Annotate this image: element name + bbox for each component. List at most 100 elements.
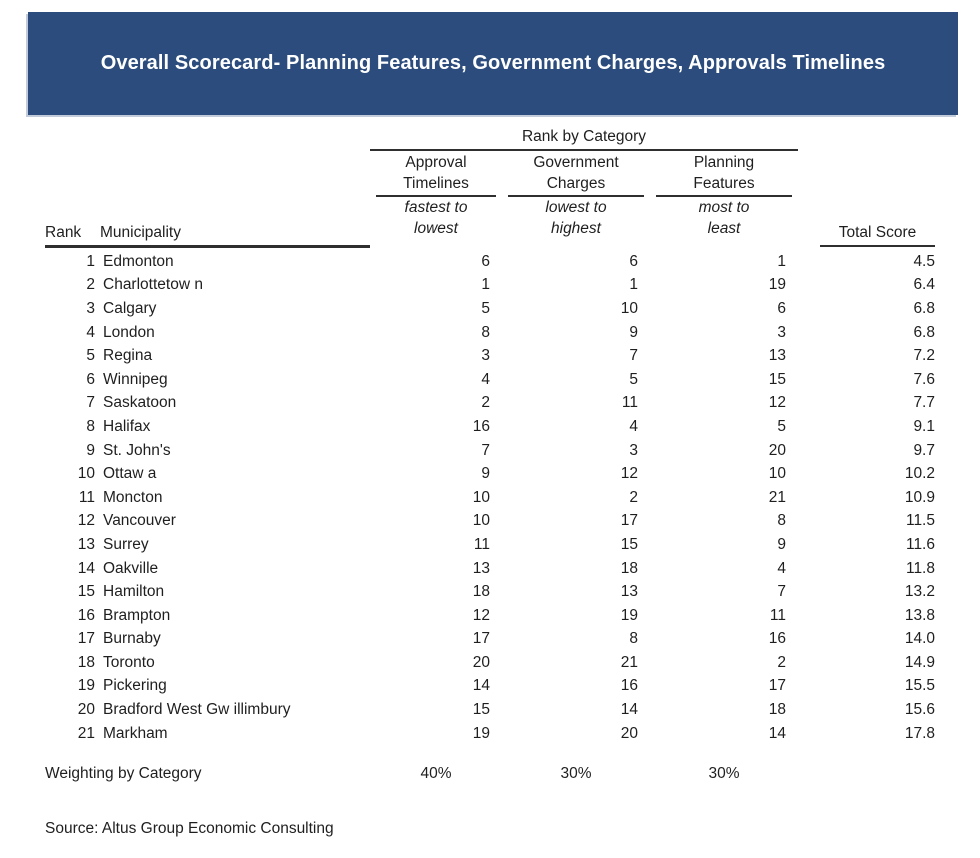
rank-cell: 6	[86, 370, 95, 388]
municipality-cell: Winnipeg	[103, 370, 168, 388]
municipality-cell: Brampton	[103, 606, 171, 624]
approval-timelines-cell: 14	[472, 677, 490, 695]
approval-timelines-cell: 5	[481, 299, 490, 317]
weighting-label: Weighting by Category	[45, 765, 202, 783]
table-row: 17 Burnaby 17 8 16 14.0	[45, 628, 935, 652]
government-charges-cell: 14	[620, 701, 638, 719]
municipality-cell: Pickering	[103, 677, 167, 695]
approval-timelines-cell: 12	[472, 606, 490, 624]
rank-cell: 5	[86, 347, 95, 365]
planning-features-cell: 14	[768, 724, 786, 742]
total-score-cell: 13.8	[904, 606, 935, 624]
column-sort-note: fastest to lowest	[404, 199, 468, 237]
approval-timelines-cell: 17	[472, 630, 490, 648]
rank-cell: 7	[86, 394, 95, 412]
column-title: Planning Features	[693, 154, 755, 192]
approval-timelines-cell: 19	[472, 724, 490, 742]
total-score-cell: 4.5	[913, 252, 935, 270]
government-charges-cell: 17	[620, 512, 638, 530]
planning-features-cell: 16	[768, 630, 786, 648]
total-score-cell: 6.8	[913, 299, 935, 317]
government-charges-cell: 3	[629, 441, 638, 459]
government-charges-cell: 10	[620, 299, 638, 317]
municipality-cell: St. John's	[103, 441, 171, 459]
municipality-cell: Saskatoon	[103, 394, 177, 412]
planning-features-cell: 1	[777, 252, 786, 270]
table-row: 12 Vancouver 10 17 8 11.5	[45, 510, 935, 534]
municipality-cell: Surrey	[103, 535, 149, 553]
column-rule	[656, 195, 792, 197]
table-row: 1 Edmonton 6 6 1 4.5	[45, 250, 935, 274]
weighting-row: Weighting by Category 40% 30% 30%	[45, 762, 935, 786]
rank-cell: 2	[86, 276, 95, 294]
table-row: 18 Toronto 20 21 2 14.9	[45, 651, 935, 675]
planning-features-cell: 7	[777, 583, 786, 601]
table-row: 16 Brampton 12 19 11 13.8	[45, 604, 935, 628]
planning-features-cell: 18	[768, 701, 786, 719]
rank-cell: 3	[86, 299, 95, 317]
planning-features-cell: 4	[777, 559, 786, 577]
table-row: 15 Hamilton 18 13 7 13.2	[45, 580, 935, 604]
municipality-cell: Halifax	[103, 417, 151, 435]
government-charges-cell: 16	[620, 677, 638, 695]
approval-timelines-cell: 20	[472, 653, 490, 671]
rank-cell: 17	[77, 630, 95, 648]
total-score-cell: 11.8	[905, 559, 935, 577]
government-charges-cell: 13	[620, 583, 638, 601]
municipality-cell: Vancouver	[103, 512, 176, 530]
table-row: 20 Bradford West Gw illimbury 15 14 18 1…	[45, 698, 935, 722]
government-charges-cell: 7	[629, 347, 638, 365]
municipality-cell: Calgary	[103, 299, 157, 317]
approval-timelines-cell: 10	[472, 512, 490, 530]
approval-timelines-cell: 13	[472, 559, 490, 577]
total-score-cell: 7.7	[913, 394, 935, 412]
approval-timelines-cell: 2	[481, 394, 490, 412]
title-banner: Overall Scorecard- Planning Features, Go…	[28, 12, 958, 115]
government-charges-cell: 2	[629, 488, 638, 506]
column-header-total-score: Total Score	[838, 224, 917, 241]
table-row: 7 Saskatoon 2 11 12 7.7	[45, 392, 935, 416]
planning-features-cell: 11	[769, 606, 786, 624]
municipality-cell: Regina	[103, 347, 153, 365]
government-charges-cell: 4	[629, 417, 638, 435]
table-row: 14 Oakville 13 18 4 11.8	[45, 557, 935, 581]
municipality-cell: Edmonton	[103, 252, 174, 270]
rank-cell: 11	[78, 488, 95, 506]
table-row: 19 Pickering 14 16 17 15.5	[45, 675, 935, 699]
planning-features-cell: 19	[768, 276, 786, 294]
total-score-cell: 9.1	[913, 417, 935, 435]
approval-timelines-cell: 11	[473, 535, 490, 553]
total-score-cell: 6.4	[913, 276, 935, 294]
weighting-government-charges: 30%	[560, 765, 592, 783]
total-score-cell: 15.5	[904, 677, 935, 695]
approval-timelines-cell: 8	[481, 323, 490, 341]
rank-cell: 14	[77, 559, 95, 577]
source-note: Source: Altus Group Economic Consulting	[45, 820, 334, 837]
table-row: 8 Halifax 16 4 5 9.1	[45, 415, 935, 439]
approval-timelines-cell: 15	[472, 701, 490, 719]
column-rule	[508, 195, 644, 197]
government-charges-cell: 12	[620, 465, 638, 483]
rank-cell: 19	[77, 677, 95, 695]
planning-features-cell: 9	[777, 535, 786, 553]
total-score-cell: 7.6	[913, 370, 935, 388]
total-score-cell: 15.6	[904, 701, 935, 719]
column-header-planning-features: Planning Features most to least	[650, 152, 798, 239]
approval-timelines-cell: 16	[472, 417, 490, 435]
column-header-government-charges: Government Charges lowest to highest	[502, 152, 650, 239]
table-header: Rank by Category Approval Timelines fast…	[45, 128, 935, 248]
government-charges-cell: 20	[620, 724, 638, 742]
municipality-cell: Ottaw a	[103, 465, 157, 483]
column-header-rank: Rank	[45, 224, 82, 241]
table-row: 11 Moncton 10 2 21 10.9	[45, 486, 935, 510]
table-row: 21 Markham 19 20 14 17.8	[45, 722, 935, 746]
table-row: 3 Calgary 5 10 6 6.8	[45, 297, 935, 321]
total-score-cell: 14.0	[904, 630, 935, 648]
approval-timelines-cell: 18	[472, 583, 490, 601]
planning-features-cell: 5	[777, 417, 786, 435]
total-score-cell: 6.8	[913, 323, 935, 341]
rank-cell: 18	[77, 653, 95, 671]
rank-cell: 12	[77, 512, 95, 530]
total-score-cell: 14.9	[904, 653, 935, 671]
rank-cell: 9	[86, 441, 95, 459]
